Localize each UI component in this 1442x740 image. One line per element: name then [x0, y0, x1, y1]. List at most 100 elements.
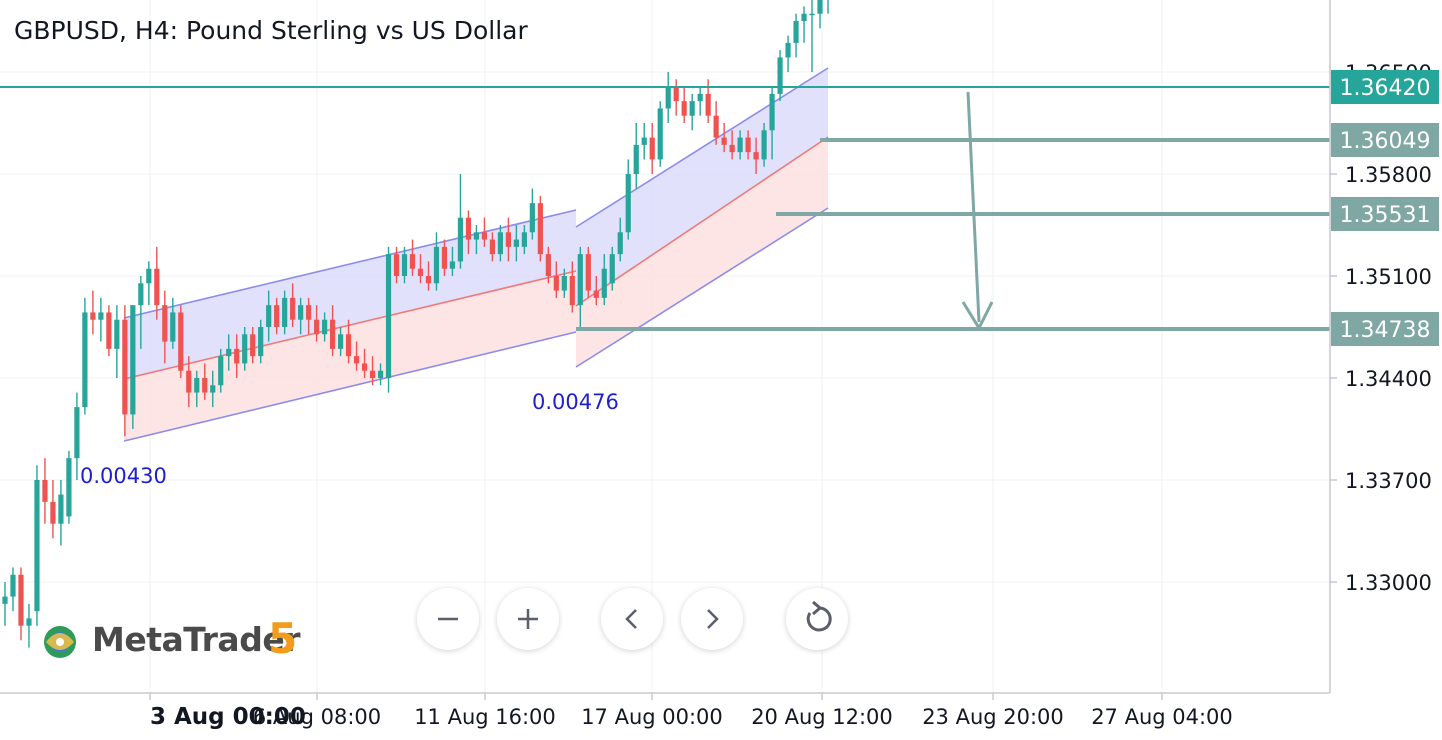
- candle: [361, 348, 368, 378]
- y-tick-label: 1.34400: [1345, 367, 1432, 391]
- candle: [657, 101, 663, 167]
- candle: [625, 159, 631, 240]
- candle: [577, 246, 583, 327]
- candle: [409, 239, 416, 276]
- minus-icon: [438, 617, 458, 621]
- candle: [10, 567, 16, 612]
- candle: [737, 130, 743, 160]
- candle: [641, 123, 647, 160]
- channel-mid-line: [575, 136, 829, 307]
- candle: [809, 0, 815, 72]
- candle: [34, 465, 40, 626]
- y-tick-label: 1.35100: [1345, 265, 1432, 289]
- candle: [529, 188, 535, 240]
- candles: [2, 0, 829, 648]
- candle: [218, 348, 224, 393]
- x-axis: 3 Aug 00:006 Aug 08:00 11 Aug 16:00 17 Aug…: [149, 693, 1233, 730]
- candle: [785, 35, 791, 72]
- x-tick-label: 27 Aug 04:00: [1091, 705, 1233, 729]
- candle: [617, 217, 623, 262]
- chevron-right-icon: [707, 609, 719, 629]
- candle: [138, 276, 144, 349]
- candle: [369, 356, 376, 386]
- candle: [345, 319, 352, 364]
- candle: [178, 305, 184, 378]
- candle: [146, 261, 152, 306]
- price-level-label: 1.35531: [1331, 197, 1439, 231]
- candle: [545, 246, 551, 284]
- channel-top-line: [575, 67, 829, 228]
- candle: [609, 246, 615, 291]
- candle: [801, 6, 807, 43]
- candle: [106, 305, 112, 357]
- zoom-out-button[interactable]: [417, 588, 479, 650]
- candle: [306, 297, 312, 335]
- candle: [593, 276, 599, 306]
- svg-text:1.35531: 1.35531: [1340, 203, 1431, 228]
- scroll-right-button[interactable]: [681, 588, 743, 650]
- candle: [745, 130, 751, 160]
- x-tick-label: 11 Aug 16:00: [414, 705, 556, 729]
- candle: [282, 290, 288, 335]
- candle: [497, 225, 503, 262]
- chevron-left-icon: [625, 609, 637, 629]
- candle: [681, 86, 687, 123]
- x-tick-label: 20 Aug 12:00: [751, 705, 893, 729]
- zoom-in-button[interactable]: [497, 588, 559, 650]
- candle: [721, 123, 727, 153]
- candle: [697, 86, 703, 116]
- y-axis: 1.330001.337001.344001.351001.358001.365…: [1330, 61, 1432, 595]
- candle: [130, 305, 136, 429]
- candle: [713, 101, 719, 145]
- candle: [827, 0, 829, 14]
- scroll-left-button[interactable]: [601, 588, 663, 650]
- candle: [226, 334, 232, 371]
- candle: [673, 79, 679, 116]
- reset-chart-button[interactable]: [786, 588, 848, 650]
- trend-channels: [123, 67, 829, 442]
- price-level-label: 1.36420: [1331, 70, 1439, 104]
- candle: [314, 305, 320, 342]
- channel-annotation-2: 0.00476: [532, 390, 619, 414]
- candle: [274, 297, 280, 335]
- candle: [58, 480, 64, 546]
- candle: [441, 239, 448, 276]
- candle: [385, 246, 392, 393]
- candle: [250, 327, 256, 364]
- candle: [170, 297, 176, 349]
- candle: [465, 210, 472, 255]
- candle: [330, 305, 336, 357]
- y-tick-label: 1.33700: [1345, 469, 1432, 493]
- candle: [377, 363, 384, 386]
- candle: [561, 268, 567, 298]
- candle: [513, 225, 519, 262]
- channel-bottom-line: [123, 331, 577, 442]
- candle: [322, 312, 328, 342]
- candle: [585, 246, 591, 298]
- target-arrow: [961, 91, 994, 332]
- candle: [457, 174, 464, 269]
- candle: [473, 225, 480, 255]
- price-level-label: 1.36049: [1331, 123, 1439, 157]
- candle: [2, 582, 8, 626]
- candle: [266, 290, 272, 342]
- candle: [42, 458, 48, 524]
- candle: [26, 603, 32, 648]
- candle: [553, 261, 559, 298]
- candle: [633, 123, 639, 189]
- candle: [449, 246, 456, 276]
- logo-text: MetaTrader: [92, 620, 300, 659]
- candle: [202, 363, 208, 400]
- candle: [290, 283, 296, 327]
- candle: [98, 297, 104, 342]
- candle: [489, 232, 496, 262]
- candle: [66, 450, 72, 524]
- channel-annotation-1: 0.00430: [80, 464, 167, 488]
- candle: [705, 79, 711, 123]
- candle: [50, 480, 56, 539]
- candle: [186, 356, 192, 408]
- price-levels: [0, 86, 1330, 331]
- metatrader-logo-icon: [44, 626, 76, 658]
- candle: [114, 305, 120, 378]
